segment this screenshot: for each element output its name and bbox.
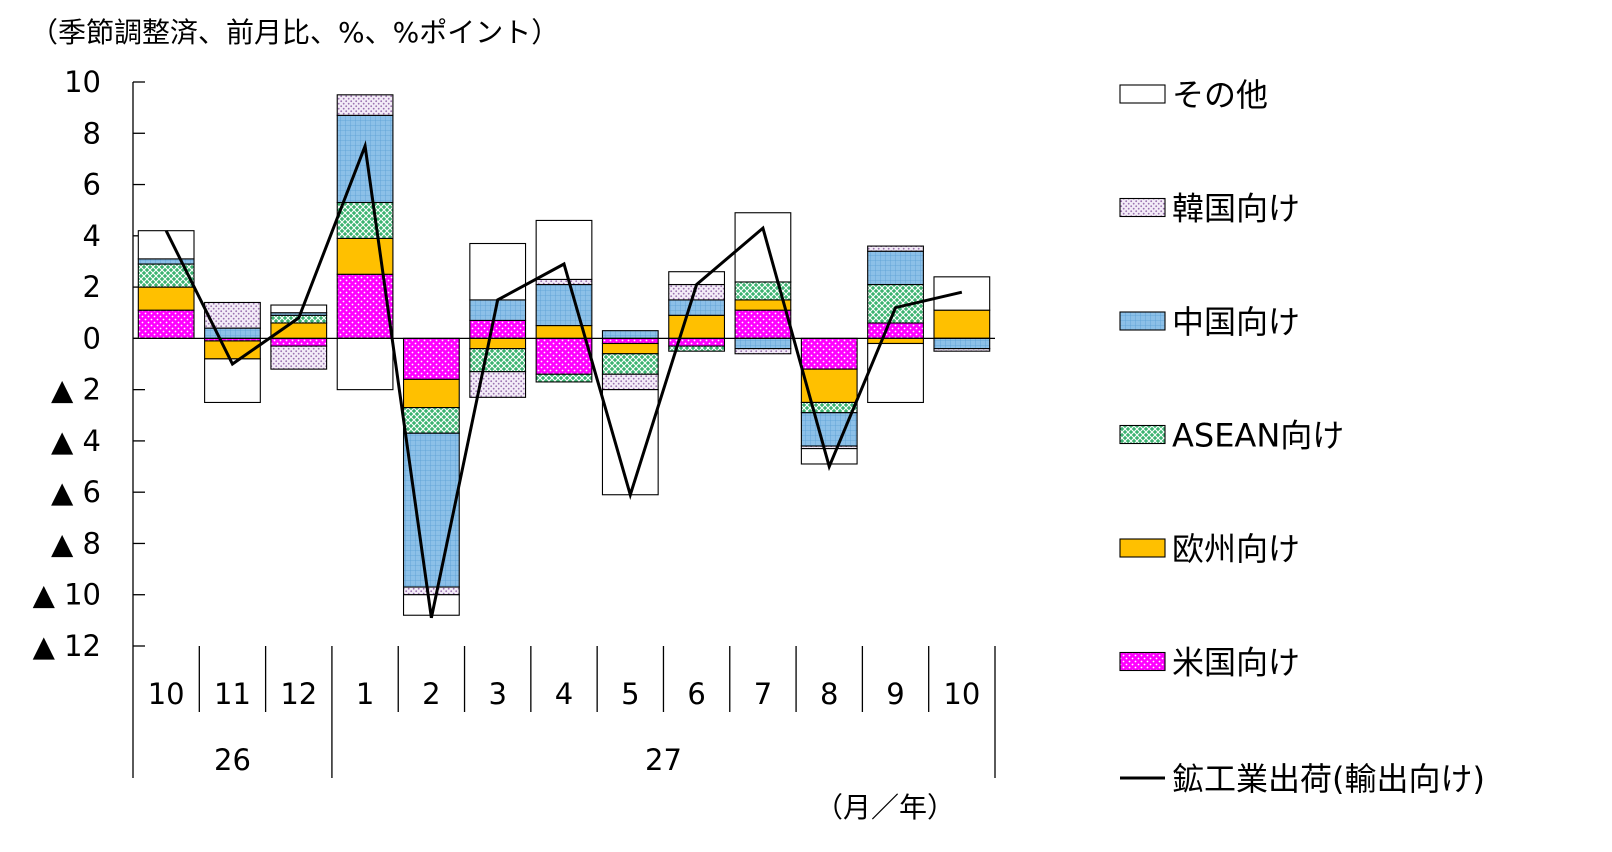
bar-segment-series-4-cat-6 (536, 279, 592, 284)
y-tick-label: 10 (64, 65, 101, 99)
bar-segment-series-4-cat-2 (271, 346, 327, 369)
x-tick-label-2: 12 (280, 677, 317, 711)
y-tick-label: ▲ 4 (51, 424, 101, 458)
bar-segment-series-0-cat-4 (404, 338, 460, 379)
y-tick-label: ▲ 8 (51, 526, 101, 560)
bar-segment-series-5-cat-0 (138, 231, 194, 259)
bar-segment-series-2-cat-5 (470, 349, 526, 372)
period-label: （月／年） (815, 791, 955, 824)
x-tick-label-5: 3 (488, 677, 506, 711)
bar-segment-series-4-cat-7 (602, 374, 658, 389)
bar-segment-series-2-cat-10 (801, 402, 857, 412)
bar-segment-series-1-cat-0 (138, 287, 194, 310)
bar-segment-series-0-cat-11 (868, 323, 924, 338)
bar-segment-series-4-cat-11 (868, 246, 924, 251)
bar-segment-series-1-cat-3 (337, 238, 393, 274)
y-tick-label: 6 (83, 168, 101, 202)
bar-segment-series-1-cat-4 (404, 379, 460, 407)
y-tick-label: ▲ 2 (51, 373, 101, 407)
x-tick-label-7: 5 (621, 677, 639, 711)
bar-segment-series-1-cat-7 (602, 343, 658, 353)
bar-segment-series-3-cat-11 (868, 251, 924, 284)
bar-segment-series-3-cat-4 (404, 433, 460, 587)
bar-segment-series-5-cat-5 (470, 244, 526, 300)
legend-swatch-1 (1120, 539, 1165, 557)
bar-segment-series-3-cat-1 (205, 328, 261, 338)
bar-segment-series-3-cat-7 (602, 331, 658, 339)
bar-segment-series-5-cat-3 (337, 338, 393, 389)
x-tick-label-10: 8 (820, 677, 838, 711)
x-tick-label-0: 10 (148, 677, 185, 711)
unit-note: （季節調整済、前月比、%、%ポイント） (30, 16, 559, 49)
bar-segment-series-5-cat-2 (271, 305, 327, 313)
y-tick-label: 4 (83, 219, 101, 253)
y-tick-label: ▲ 6 (51, 475, 101, 509)
bar-segment-series-3-cat-8 (669, 300, 725, 315)
legend-swatch-0 (1120, 653, 1165, 671)
y-tick-label: 0 (83, 321, 101, 355)
x-tick-label-4: 2 (422, 677, 440, 711)
legend-swatch-2 (1120, 426, 1165, 444)
bar-segment-series-0-cat-9 (735, 310, 791, 338)
legend-swatch-3 (1120, 312, 1165, 330)
x-tick-label-1: 11 (214, 677, 251, 711)
legend-label-line: 鉱工業出荷(輸出向け) (1172, 760, 1485, 798)
y-tick-label: 2 (83, 270, 101, 304)
year-label-0: 26 (214, 743, 251, 777)
x-tick-label-6: 4 (555, 677, 573, 711)
y-tick-label: ▲ 12 (33, 629, 101, 663)
x-tick-label-9: 7 (754, 677, 772, 711)
bar-segment-series-2-cat-6 (536, 374, 592, 382)
bar-segment-series-4-cat-4 (404, 587, 460, 595)
bar-segment-series-0-cat-5 (470, 320, 526, 338)
bar-segment-series-4-cat-9 (735, 349, 791, 354)
y-axis: 10 8 6 4 2 0 ▲ 2 ▲ 4 ▲ 6 ▲ 8 ▲ 10 ▲ 12 (33, 65, 145, 663)
bar-segment-series-5-cat-9 (735, 213, 791, 282)
bar-segment-series-0-cat-10 (801, 338, 857, 369)
bar-segment-series-5-cat-6 (536, 220, 592, 279)
bar-segment-series-3-cat-3 (337, 115, 393, 202)
bar-segment-series-3-cat-0 (138, 259, 194, 264)
legend-label-5: その他 (1172, 76, 1268, 114)
bar-segment-series-2-cat-7 (602, 354, 658, 375)
y-tick-label: ▲ 10 (33, 578, 101, 612)
bar-segment-series-1-cat-8 (669, 315, 725, 338)
x-tick-label-3: 1 (356, 677, 374, 711)
bar-segment-series-1-cat-11 (868, 338, 924, 343)
legend-label-3: 中国向け (1172, 303, 1300, 341)
legend-label-1: 欧州向け (1172, 530, 1300, 568)
bar-stacks (138, 95, 989, 615)
bar-segment-series-4-cat-12 (934, 349, 990, 352)
bar-segment-series-3-cat-12 (934, 338, 990, 348)
x-tick-label-8: 6 (687, 677, 705, 711)
bar-segment-series-0-cat-6 (536, 338, 592, 374)
bar-segment-series-2-cat-4 (404, 408, 460, 434)
bar-segment-series-3-cat-6 (536, 285, 592, 326)
legend-label-2: ASEAN向け (1172, 417, 1344, 455)
legend-label-4: 韓国向け (1172, 190, 1300, 228)
bar-segment-series-0-cat-2 (271, 338, 327, 346)
legend-label-0: 米国向け (1172, 644, 1300, 682)
bar-segment-series-3-cat-9 (735, 338, 791, 348)
bar-segment-series-0-cat-0 (138, 310, 194, 338)
bar-segment-series-2-cat-3 (337, 202, 393, 238)
y-tick-label: 8 (83, 116, 101, 150)
bar-segment-series-1-cat-12 (934, 310, 990, 338)
legend-swatch-5 (1120, 85, 1165, 103)
bar-segment-series-5-cat-7 (602, 390, 658, 495)
x-tick-label-12: 10 (943, 677, 980, 711)
x-tick-label-11: 9 (886, 677, 904, 711)
bar-segment-series-1-cat-5 (470, 338, 526, 348)
year-label-1: 27 (645, 743, 682, 777)
legend-swatch-4 (1120, 199, 1165, 217)
bar-segment-series-0-cat-7 (602, 338, 658, 343)
bar-segment-series-4-cat-3 (337, 95, 393, 116)
